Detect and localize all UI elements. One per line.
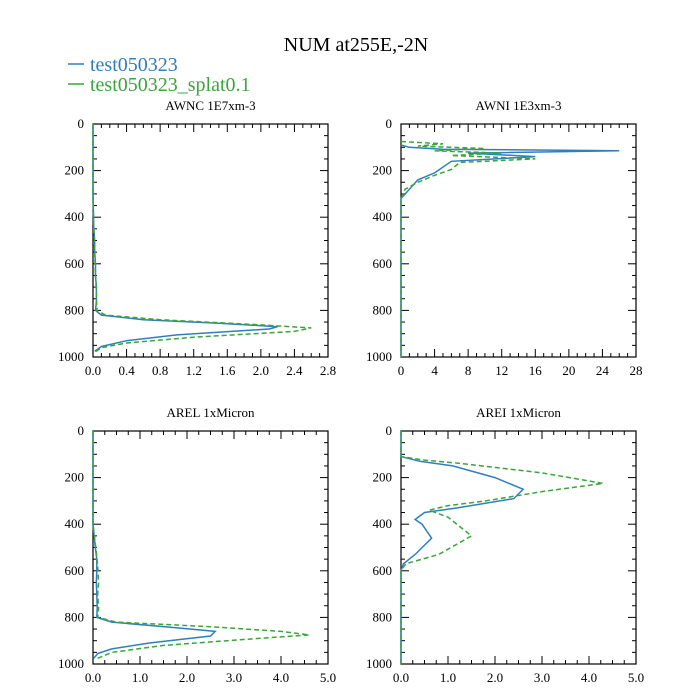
series-line-splat	[400, 140, 536, 357]
series-line-splat	[92, 431, 310, 660]
y-tick-label: 1000	[366, 349, 392, 364]
x-tick-label: 1.6	[219, 363, 236, 378]
x-tick-label: 20	[562, 363, 575, 378]
y-tick-label: 200	[65, 470, 85, 485]
y-tick-label: 400	[373, 209, 393, 224]
x-tick-label: 0.0	[393, 670, 409, 685]
legend: test050323 test050323_splat0.1	[68, 54, 251, 96]
y-tick-label: 400	[65, 209, 85, 224]
x-tick-label: 5.0	[320, 670, 336, 685]
y-tick-label: 0	[386, 423, 393, 438]
x-tick-label: 3.0	[534, 670, 550, 685]
x-tick-label: 0.0	[85, 670, 101, 685]
y-tick-label: 200	[65, 163, 85, 178]
x-tick-label: 4.0	[581, 670, 597, 685]
panel-title: AREL 1xMicron	[167, 405, 255, 420]
panel-2: AWNI 1E3xm-3 0 4 8 12 16 20 24 28 0 200 400 600 800 10…	[366, 98, 643, 378]
x-tick-label: 4	[431, 363, 438, 378]
figure-title: NUM at255E,-2N	[284, 34, 428, 56]
x-tick-label: 0.0	[85, 363, 101, 378]
y-tick-label: 1000	[366, 656, 392, 671]
x-tick-label: 16	[529, 363, 543, 378]
x-tick-label: 0.8	[152, 363, 168, 378]
legend-label-splat: test050323_splat0.1	[90, 74, 251, 96]
x-tick-label: 4.0	[273, 670, 289, 685]
x-tick-label: 5.0	[628, 670, 644, 685]
legend-label-test050323: test050323	[90, 54, 178, 76]
x-tick-label: 2.0	[253, 363, 269, 378]
panel-1: AWNC 1E7xm-3 0.0 0.4 0.8 1.2 1.6 2.0 2.4 2.8 0 200…	[58, 98, 336, 378]
x-tick-label: 28	[630, 363, 643, 378]
panel-title: AREI 1xMicron	[476, 405, 561, 420]
y-tick-label: 0	[78, 423, 85, 438]
y-tick-label: 600	[373, 563, 393, 578]
axis-frame	[92, 430, 329, 665]
x-tick-label: 12	[495, 363, 508, 378]
x-tick-label: 2.4	[286, 363, 303, 378]
x-tick-label: 2.0	[487, 670, 503, 685]
y-tick-label: 200	[373, 163, 393, 178]
y-tick-label: 600	[373, 256, 393, 271]
series-line-test050323	[400, 431, 525, 664]
panels: AWNC 1E7xm-30.0 0.4 0.8 1.2 1.6 2.0 2.4 2.80200…	[58, 98, 644, 685]
y-tick-label: 800	[373, 302, 393, 317]
x-tick-label: 3.0	[226, 670, 242, 685]
panel-title: AWNI 1E3xm-3	[476, 98, 562, 113]
y-tick-label: 400	[65, 516, 85, 531]
axis-frame	[400, 430, 637, 665]
y-tick-label: 800	[65, 302, 85, 317]
series-line-test050323	[400, 144, 620, 357]
x-tick-label: 1.0	[132, 670, 148, 685]
y-tick-label: 600	[65, 256, 85, 271]
x-tick-label: 24	[596, 363, 610, 378]
y-tick-label: 800	[65, 609, 85, 624]
x-tick-label: 0	[398, 363, 405, 378]
x-tick-label: 2.8	[320, 363, 336, 378]
series-line-splat	[400, 431, 604, 664]
y-tick-label: 0	[386, 116, 393, 131]
panel-title: AWNC 1E7xm-3	[165, 98, 255, 113]
panel-4: AREI 1xMicron 0.0 1.0 2.0 3.0 4.0 5.0 0 200 400 60…	[366, 405, 644, 685]
y-tick-label: 800	[373, 609, 393, 624]
x-tick-label: 1.0	[440, 670, 456, 685]
y-tick-label: 0	[78, 116, 85, 131]
y-tick-label: 1000	[58, 349, 84, 364]
panel-3: AREL 1xMicron 0.0 1.0 2.0 3.0 4.0 5.0 0 200 400 60…	[58, 405, 336, 685]
x-tick-label: 0.4	[118, 363, 135, 378]
y-tick-label: 200	[373, 470, 393, 485]
x-tick-label: 1.2	[186, 363, 202, 378]
y-tick-label: 400	[373, 516, 393, 531]
series-line-splat	[92, 124, 312, 353]
y-tick-label: 1000	[58, 656, 84, 671]
x-tick-label: 8	[465, 363, 472, 378]
axis-frame	[92, 123, 329, 358]
x-tick-label: 2.0	[179, 670, 195, 685]
y-tick-label: 600	[65, 563, 85, 578]
